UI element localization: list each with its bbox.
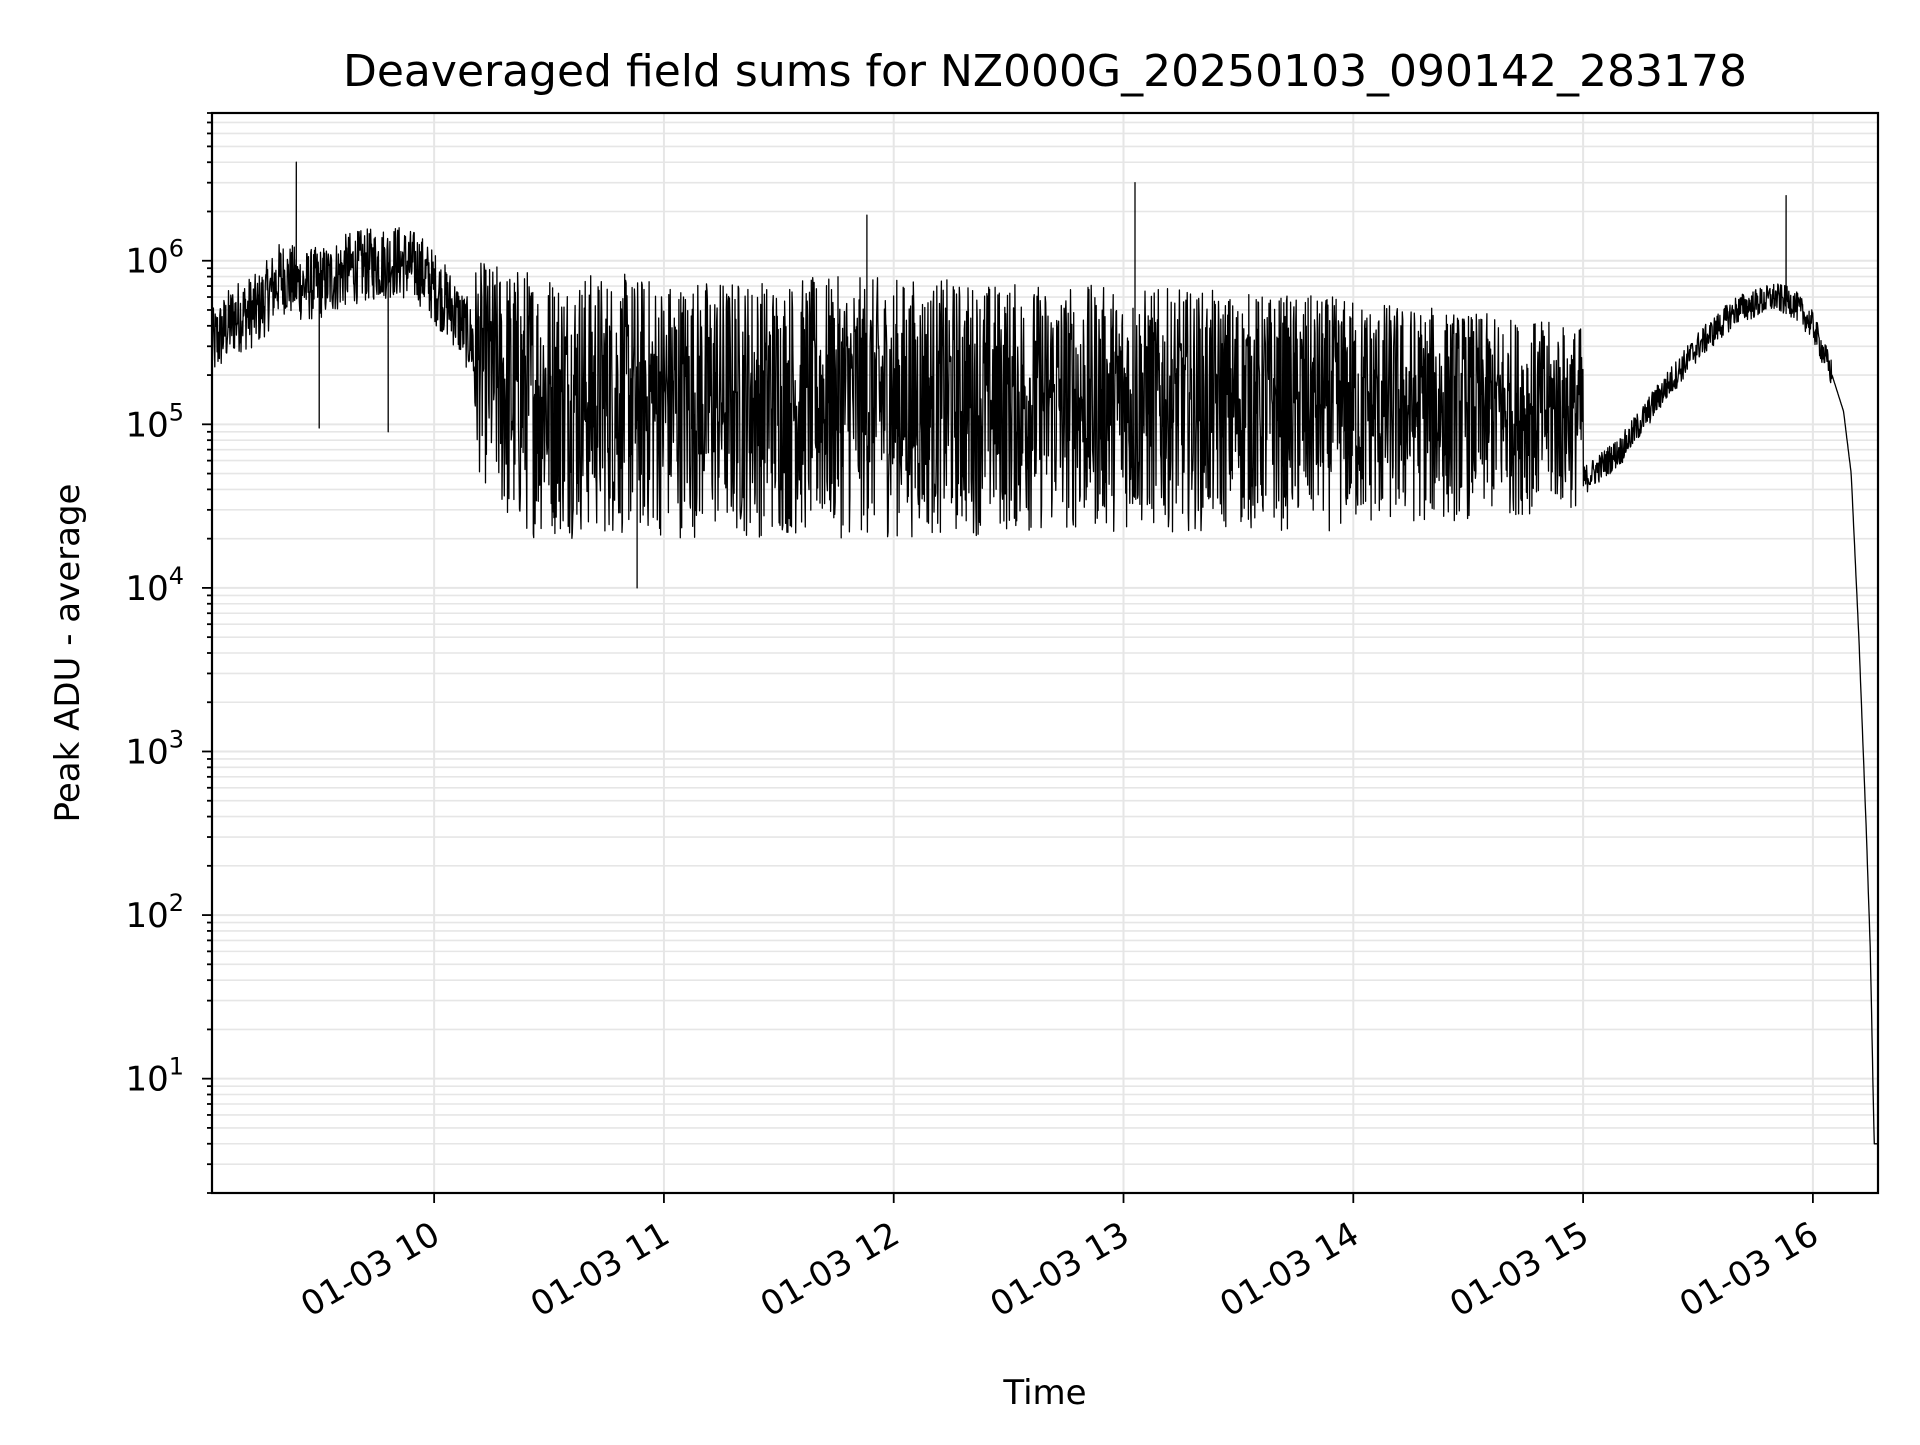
- y-tick-exponent: 3: [169, 725, 184, 753]
- y-tick-base: 10: [125, 242, 168, 282]
- series-line: [211, 161, 1878, 1145]
- y-tick-exponent: 4: [169, 562, 184, 590]
- data-layer: [211, 161, 1878, 1145]
- y-tick-base: 10: [125, 896, 168, 936]
- y-tick-exponent: 1: [169, 1053, 184, 1081]
- y-tick-label: 102: [125, 889, 184, 936]
- y-tick-base: 10: [125, 1060, 168, 1100]
- y-tick-label: 106: [125, 235, 184, 282]
- chart-title: Deaveraged field sums for NZ000G_2025010…: [343, 46, 1747, 97]
- y-tick-label: 104: [125, 562, 184, 609]
- y-tick-base: 10: [125, 569, 168, 609]
- y-tick-base: 10: [125, 732, 168, 772]
- y-tick-base: 10: [125, 405, 168, 445]
- x-axis-label: Time: [1002, 1373, 1086, 1413]
- y-tick-exponent: 6: [169, 235, 184, 263]
- y-tick-label: 103: [125, 725, 184, 772]
- y-tick-exponent: 2: [169, 889, 184, 917]
- y-axis-label: Peak ADU - average: [48, 484, 88, 823]
- y-tick-label: 101: [125, 1053, 184, 1100]
- y-tick-label: 105: [125, 398, 184, 445]
- y-tick-exponent: 5: [169, 398, 184, 426]
